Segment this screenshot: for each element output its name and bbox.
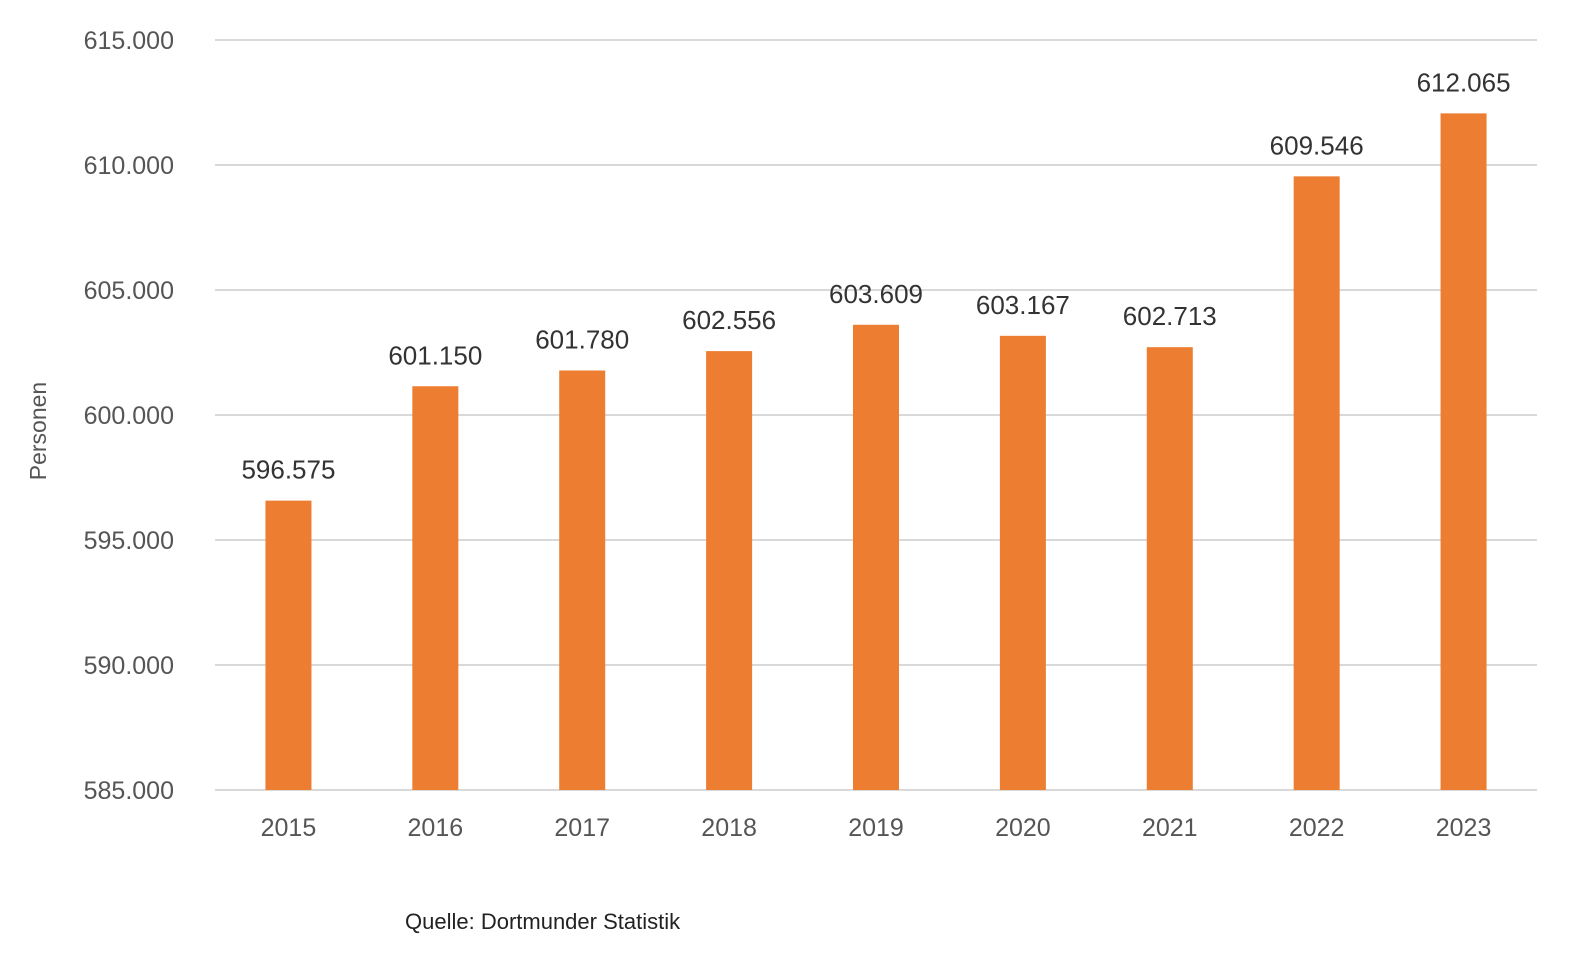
data-labels: 596.575 601.150 601.780 602.556 603.609 603.1… [241, 67, 1510, 484]
x-tick-label: 2015 [261, 814, 317, 842]
x-tick-label: 2023 [1436, 814, 1492, 842]
y-axis-title: Personen [25, 382, 51, 480]
y-tick-label: 590.000 [84, 652, 174, 680]
y-tick-label: 600.000 [84, 402, 174, 430]
data-label-2021: 602.713 [1123, 301, 1217, 331]
data-label-2016: 601.150 [388, 340, 482, 370]
y-tick-label: 595.000 [84, 527, 174, 555]
x-tick-label: 2016 [408, 814, 464, 842]
data-label-2015: 596.575 [241, 455, 335, 485]
bar-2015 [265, 500, 312, 790]
x-tick-label: 2018 [701, 814, 757, 842]
data-label-2019: 603.609 [829, 279, 923, 309]
data-label-2020: 603.167 [976, 290, 1070, 320]
x-tick-label: 2021 [1142, 814, 1198, 842]
x-tick-label: 2022 [1289, 814, 1345, 842]
bar-2018 [706, 351, 753, 790]
x-tick-label: 2017 [554, 814, 610, 842]
y-axis-tick-labels: 585.000 590.000 595.000 600.000 605.000 610.0… [84, 27, 174, 805]
source-note: Quelle: Dortmunder Statistik [405, 909, 681, 934]
bar-2020 [999, 335, 1046, 790]
bar-2022 [1293, 176, 1340, 791]
data-label-2018: 602.556 [682, 305, 776, 335]
bar-2023 [1440, 113, 1487, 790]
bars [265, 113, 1487, 791]
data-label-2022: 609.546 [1270, 130, 1364, 160]
bar-2017 [559, 370, 606, 790]
y-tick-label: 610.000 [84, 152, 174, 180]
y-tick-label: 615.000 [84, 27, 174, 55]
data-label-2023: 612.065 [1417, 67, 1511, 97]
x-tick-label: 2019 [848, 814, 904, 842]
data-label-2017: 601.780 [535, 325, 629, 355]
y-tick-label: 605.000 [84, 277, 174, 305]
bar-2019 [853, 324, 899, 790]
bar-2016 [412, 386, 459, 790]
x-tick-label: 2020 [995, 814, 1051, 842]
y-tick-label: 585.000 [84, 777, 174, 805]
bar-2021 [1146, 347, 1193, 790]
x-axis-tick-labels: 2015 2016 2017 2018 2019 2020 2021 2022 2023 [261, 814, 1492, 842]
